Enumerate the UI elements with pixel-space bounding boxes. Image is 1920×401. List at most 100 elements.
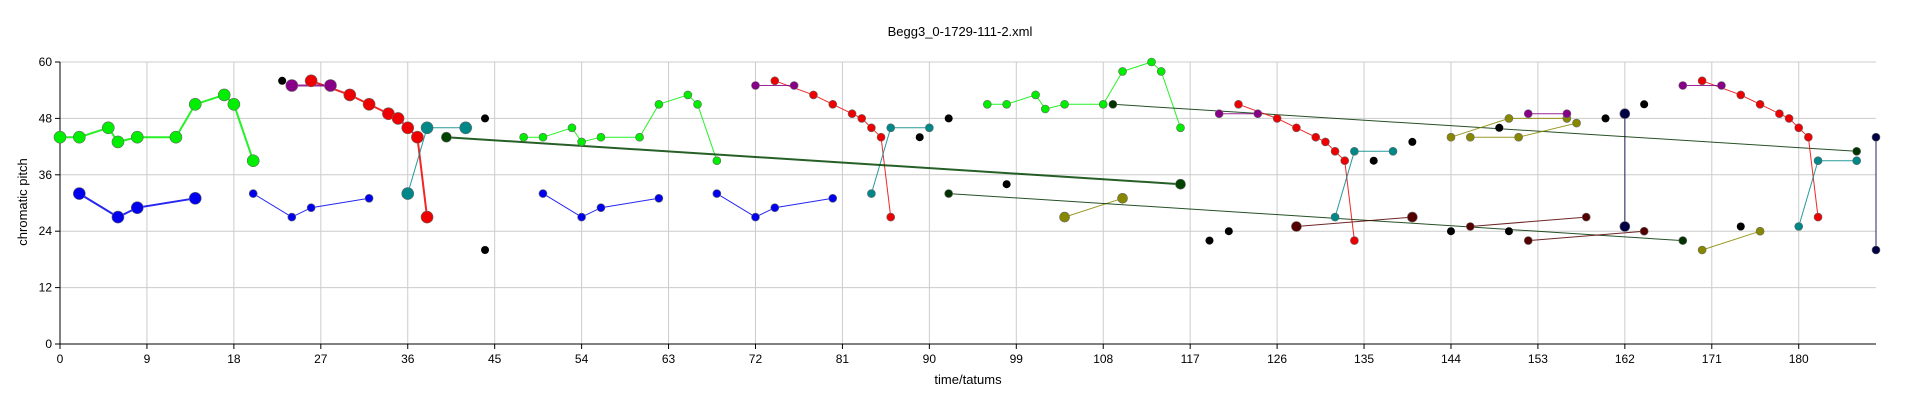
- isolated-point: [944, 114, 953, 123]
- data-point: [1350, 236, 1359, 245]
- data-point: [1321, 137, 1330, 147]
- x-tick-label: 153: [1528, 352, 1548, 366]
- data-point: [1619, 108, 1631, 119]
- data-point: [712, 189, 722, 198]
- data-point: [1736, 90, 1746, 100]
- data-point: [519, 132, 528, 142]
- data-point: [1108, 100, 1118, 109]
- y-tick-label: 48: [39, 111, 53, 125]
- data-point: [1523, 236, 1533, 245]
- data-point: [53, 130, 67, 144]
- data-point: [1784, 114, 1794, 123]
- isolated-point: [915, 133, 924, 142]
- data-point: [751, 212, 760, 222]
- chart-title: Begg3_0-1729-111-2.xml: [888, 24, 1033, 39]
- data-point: [683, 90, 693, 100]
- x-tick-label: 162: [1615, 352, 1635, 366]
- series-line-6: [523, 94, 718, 161]
- data-point: [1117, 193, 1128, 204]
- data-point: [770, 203, 780, 212]
- data-point: [1060, 100, 1069, 109]
- isolated-point: [278, 76, 287, 85]
- data-point: [1813, 212, 1823, 222]
- isolated-point: [1504, 227, 1513, 236]
- data-point: [1002, 100, 1011, 109]
- data-point: [693, 100, 702, 109]
- data-point: [1234, 100, 1243, 109]
- data-point: [1852, 147, 1861, 156]
- data-point: [304, 74, 318, 88]
- data-point: [857, 114, 867, 123]
- y-tick-label: 12: [39, 281, 53, 295]
- data-point: [73, 187, 86, 200]
- data-point: [1871, 132, 1881, 142]
- y-axis-label: chromatic pitch: [15, 158, 30, 245]
- x-tick-label: 18: [227, 352, 241, 366]
- data-point: [983, 100, 992, 109]
- data-point: [1059, 211, 1070, 223]
- data-point: [324, 79, 337, 92]
- series-line-1: [78, 192, 196, 219]
- data-point: [420, 121, 434, 135]
- data-point: [73, 130, 86, 144]
- data-point: [343, 88, 357, 102]
- data-point: [1678, 81, 1688, 90]
- data-point: [828, 100, 838, 109]
- data-point: [1465, 222, 1475, 231]
- data-point: [1446, 132, 1456, 142]
- series-line-0: [60, 93, 255, 162]
- y-tick-label: 60: [39, 55, 53, 69]
- x-tick-label: 135: [1354, 352, 1374, 366]
- data-point: [287, 212, 297, 222]
- data-point: [596, 132, 606, 142]
- data-point: [1678, 236, 1688, 245]
- series-lines: [60, 61, 1877, 251]
- data-point: [188, 192, 202, 205]
- data-point: [828, 194, 838, 203]
- data-point: [1755, 226, 1765, 236]
- axes: [55, 61, 1876, 349]
- data-point: [770, 76, 780, 86]
- x-tick-label: 108: [1093, 352, 1113, 366]
- data-point: [1775, 109, 1784, 118]
- data-point: [1147, 57, 1156, 67]
- isolated-point: [1205, 236, 1214, 245]
- isolated-point: [1601, 114, 1610, 123]
- data-point: [1465, 132, 1475, 142]
- isolated-point: [1002, 180, 1011, 189]
- data-point: [867, 189, 876, 198]
- data-point: [188, 98, 202, 111]
- data-point: [1804, 132, 1813, 142]
- data-point: [1388, 147, 1398, 156]
- x-tick-label: 171: [1702, 352, 1722, 366]
- data-point: [459, 121, 473, 135]
- data-point: [1330, 147, 1340, 156]
- data-point: [809, 90, 818, 100]
- y-tick-label: 24: [39, 224, 53, 238]
- data-point: [248, 189, 258, 198]
- data-point: [1031, 90, 1040, 100]
- data-point: [1697, 76, 1707, 86]
- data-point: [401, 187, 415, 200]
- data-point: [1697, 245, 1707, 255]
- isolated-point: [1369, 156, 1378, 165]
- isolated-point: [481, 246, 490, 254]
- data-point: [1253, 109, 1263, 118]
- data-point: [1214, 109, 1224, 118]
- data-point: [1098, 100, 1108, 109]
- series-line-12: [987, 61, 1181, 128]
- data-point: [567, 123, 577, 133]
- data-point: [789, 81, 799, 90]
- data-point: [169, 130, 183, 144]
- series-line-15: [948, 193, 1683, 242]
- data-point: [1156, 67, 1166, 76]
- data-point: [944, 189, 953, 198]
- series-line-20: [1296, 216, 1413, 227]
- series-line-16: [1112, 103, 1857, 152]
- x-tick-labels: 0 9 18 27 36 45 54 63 72 81 90 99 108 117 126 135 144 153…: [57, 352, 1809, 366]
- series-line-13: [446, 136, 1181, 186]
- data-point: [411, 130, 424, 144]
- data-point: [1118, 67, 1127, 76]
- data-point: [101, 121, 115, 135]
- series-line-5: [252, 193, 370, 218]
